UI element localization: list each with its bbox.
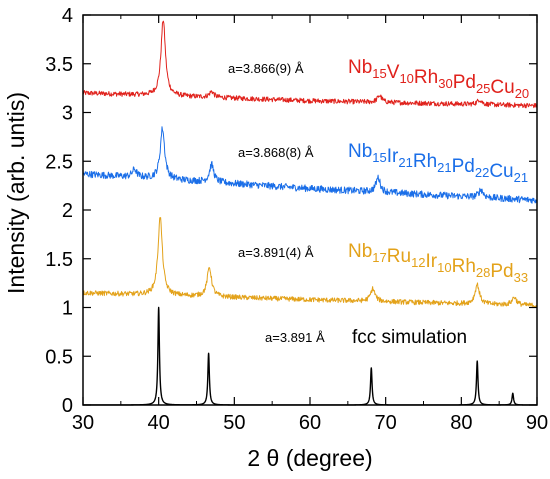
composition-element: Pd bbox=[452, 156, 475, 177]
y-tick-label: 1 bbox=[62, 298, 73, 320]
lattice-label-red: a=3.866(9) Å bbox=[228, 61, 304, 76]
y-tick-label: 1.5 bbox=[45, 249, 73, 271]
lattice-label-blue: a=3.868(8) Å bbox=[238, 145, 314, 160]
composition-element: Rh bbox=[452, 256, 476, 277]
y-tick-label: 2.5 bbox=[45, 151, 73, 173]
composition-subscript: 20 bbox=[515, 86, 529, 101]
xrd-pattern-orange bbox=[82, 217, 538, 309]
xrd-pattern-fcc-simulation bbox=[82, 306, 538, 406]
composition-element: Pd bbox=[490, 261, 513, 282]
x-tick-label: 90 bbox=[526, 412, 548, 434]
composition-element: Cu bbox=[490, 77, 514, 98]
axis-ticks: 30 40 50 60 70 80 90 0 0.5 1 1.5 2 2.5 3 3.5 4 bbox=[45, 5, 548, 434]
y-tick-label: 3 bbox=[62, 103, 73, 125]
y-tick-label: 4 bbox=[62, 5, 73, 27]
composition-subscript: 17 bbox=[372, 250, 386, 265]
y-tick-label: 0.5 bbox=[45, 346, 73, 368]
composition-subscript: 21 bbox=[437, 160, 451, 175]
x-tick-label: 50 bbox=[223, 412, 245, 434]
composition-element: Ir bbox=[387, 146, 399, 167]
y-tick-label: 2 bbox=[62, 200, 73, 222]
composition-subscript: 12 bbox=[411, 255, 425, 270]
composition-subscript: 15 bbox=[372, 150, 386, 165]
y-axis-title: Intensity (arb. untis) bbox=[3, 92, 29, 294]
composition-element: Pd bbox=[453, 72, 476, 93]
composition-element: Nb bbox=[348, 241, 372, 262]
composition-element: Cu bbox=[489, 161, 513, 182]
composition-subscript: 10 bbox=[399, 71, 413, 86]
composition-label-orange: Nb17Ru12Ir10Rh28Pd33 bbox=[348, 241, 528, 285]
composition-label-red: Nb15V10Rh30Pd25Cu20 bbox=[348, 57, 529, 101]
composition-subscript: 15 bbox=[372, 66, 386, 81]
composition-subscript: 10 bbox=[437, 260, 451, 275]
lattice-label-orange: a=3.891(4) Å bbox=[238, 245, 314, 260]
composition-subscript: 28 bbox=[476, 265, 490, 280]
y-tick-label: 3.5 bbox=[45, 54, 73, 76]
x-axis-title: 2 θ (degree) bbox=[247, 445, 372, 471]
composition-element: Rh bbox=[413, 151, 437, 172]
x-tick-label: 30 bbox=[72, 412, 94, 434]
xrd-pattern-red bbox=[82, 20, 538, 109]
xrd-pattern-blue bbox=[82, 126, 538, 204]
composition-subscript: 25 bbox=[476, 81, 490, 96]
composition-subscript: 33 bbox=[514, 270, 528, 285]
x-tick-label: 40 bbox=[148, 412, 170, 434]
composition-element: V bbox=[387, 62, 400, 83]
composition-label-blue: Nb15Ir21Rh21Pd22Cu21 bbox=[348, 141, 528, 185]
fcc-simulation-label: fcc simulation bbox=[352, 327, 467, 348]
y-tick-label: 0 bbox=[62, 395, 73, 417]
composition-element: Ir bbox=[426, 251, 438, 272]
composition-subscript: 30 bbox=[438, 76, 452, 91]
composition-element: Nb bbox=[348, 57, 372, 78]
x-tick-label: 60 bbox=[299, 412, 321, 434]
composition-element: Rh bbox=[414, 67, 438, 88]
lattice-label-black: a=3.891 Å bbox=[265, 330, 325, 345]
composition-element: Ru bbox=[387, 246, 411, 267]
composition-subscript: 21 bbox=[514, 170, 528, 185]
x-tick-label: 80 bbox=[450, 412, 472, 434]
composition-subscript: 22 bbox=[475, 165, 489, 180]
composition-element: Nb bbox=[348, 141, 372, 162]
x-tick-label: 70 bbox=[375, 412, 397, 434]
composition-subscript: 21 bbox=[398, 155, 412, 170]
